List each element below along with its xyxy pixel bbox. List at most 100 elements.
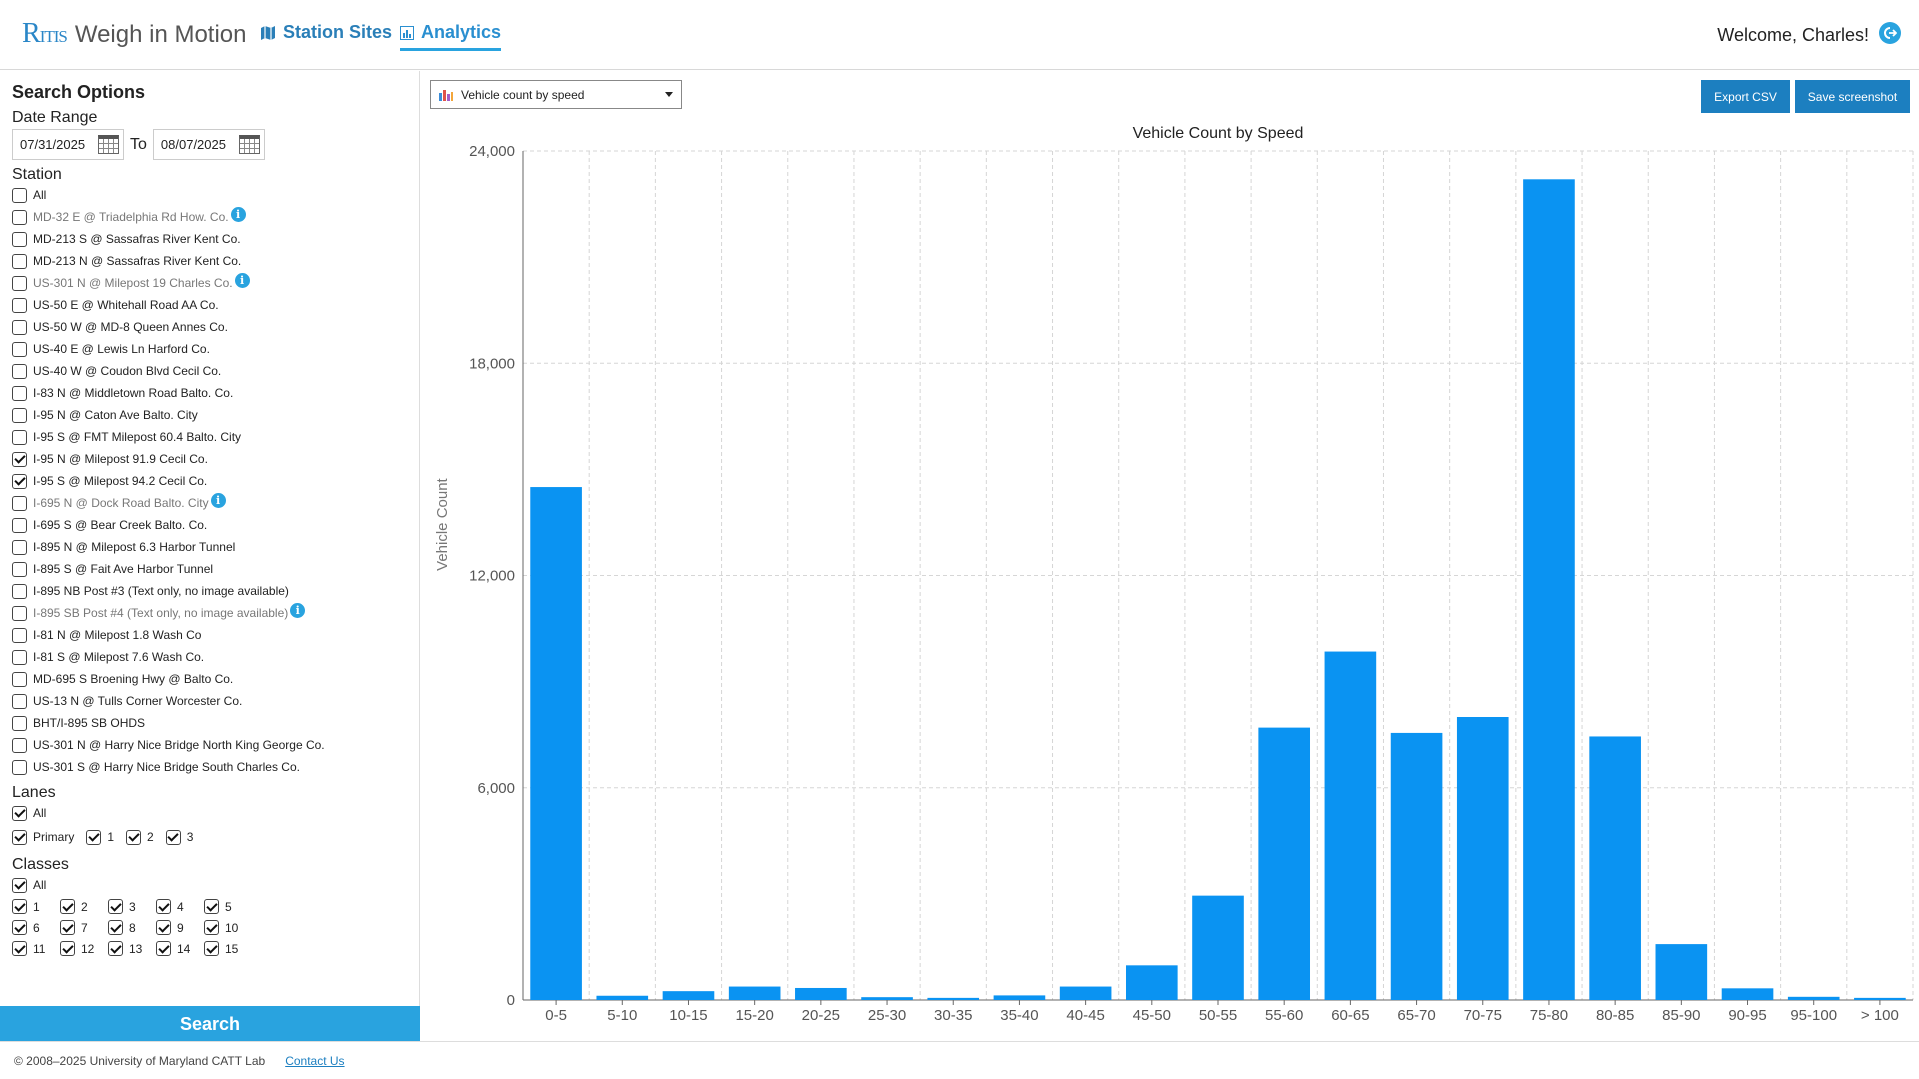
checkbox[interactable] bbox=[204, 920, 219, 935]
checkbox[interactable] bbox=[12, 297, 27, 313]
chart-type-select[interactable]: Vehicle count by speed bbox=[430, 80, 682, 109]
nav-station-sites[interactable]: Station Sites bbox=[260, 22, 392, 48]
ritis-logo[interactable]: RITIS Weigh in Motion bbox=[22, 18, 247, 50]
class-option[interactable]: 7 bbox=[60, 917, 108, 938]
calendar-icon[interactable] bbox=[238, 135, 260, 154]
search-button[interactable]: Search bbox=[0, 1006, 420, 1042]
checkbox[interactable] bbox=[108, 941, 123, 956]
checkbox[interactable] bbox=[12, 899, 27, 914]
export-csv-button[interactable]: Export CSV bbox=[1701, 80, 1790, 113]
checkbox[interactable] bbox=[12, 231, 27, 247]
station-option[interactable]: US-50 W @ MD-8 Queen Annes Co. bbox=[12, 316, 412, 338]
checkbox[interactable] bbox=[86, 829, 102, 845]
class-option[interactable]: 13 bbox=[108, 938, 156, 959]
checkbox[interactable] bbox=[108, 920, 123, 935]
station-option[interactable]: US-50 E @ Whitehall Road AA Co. bbox=[12, 294, 412, 316]
station-option[interactable]: I-95 S @ Milepost 94.2 Cecil Co. bbox=[12, 470, 412, 492]
checkbox[interactable] bbox=[12, 341, 27, 357]
checkbox[interactable] bbox=[12, 829, 27, 845]
checkbox[interactable] bbox=[12, 693, 27, 709]
checkbox[interactable] bbox=[12, 920, 27, 935]
station-option[interactable]: US-301 S @ Harry Nice Bridge South Charl… bbox=[12, 756, 412, 778]
checkbox[interactable] bbox=[60, 920, 75, 935]
checkbox[interactable] bbox=[126, 829, 142, 845]
checkbox[interactable] bbox=[204, 899, 219, 914]
info-icon[interactable]: i bbox=[210, 492, 226, 508]
lane-option[interactable]: 1 bbox=[86, 826, 114, 848]
station-option[interactable]: I-81 N @ Milepost 1.8 Wash Co bbox=[12, 624, 412, 646]
lanes-all-checkbox[interactable]: All bbox=[12, 802, 412, 824]
date-from-input[interactable]: 07/31/2025 bbox=[12, 129, 124, 160]
station-option[interactable]: I-895 NB Post #3 (Text only, no image av… bbox=[12, 580, 412, 602]
checkbox[interactable] bbox=[12, 407, 27, 423]
station-option[interactable]: MD-32 E @ Triadelphia Rd How. Co. i bbox=[12, 206, 412, 228]
station-option[interactable]: I-895 N @ Milepost 6.3 Harbor Tunnel bbox=[12, 536, 412, 558]
station-option[interactable]: I-695 S @ Bear Creek Balto. Co. bbox=[12, 514, 412, 536]
checkbox[interactable] bbox=[165, 829, 181, 845]
checkbox[interactable] bbox=[12, 429, 27, 445]
station-option[interactable]: BHT/I-895 SB OHDS bbox=[12, 712, 412, 734]
nav-analytics[interactable]: Analytics bbox=[400, 22, 502, 51]
class-option[interactable]: 5 bbox=[204, 896, 252, 917]
checkbox[interactable] bbox=[204, 941, 219, 956]
station-option[interactable]: US-40 W @ Coudon Blvd Cecil Co. bbox=[12, 360, 412, 382]
checkbox[interactable] bbox=[156, 899, 171, 914]
class-option[interactable]: 2 bbox=[60, 896, 108, 917]
classes-all-checkbox[interactable]: All bbox=[12, 874, 412, 896]
station-option[interactable]: I-95 S @ FMT Milepost 60.4 Balto. City bbox=[12, 426, 412, 448]
class-option[interactable]: 15 bbox=[204, 938, 252, 959]
checkbox[interactable] bbox=[12, 363, 27, 379]
checkbox[interactable] bbox=[12, 649, 27, 665]
station-option[interactable]: I-895 S @ Fait Ave Harbor Tunnel bbox=[12, 558, 412, 580]
checkbox[interactable] bbox=[108, 899, 123, 914]
save-screenshot-button[interactable]: Save screenshot bbox=[1795, 80, 1910, 113]
station-option[interactable]: I-695 N @ Dock Road Balto. City i bbox=[12, 492, 412, 514]
checkbox[interactable] bbox=[12, 253, 27, 269]
station-option[interactable]: I-83 N @ Middletown Road Balto. Co. bbox=[12, 382, 412, 404]
checkbox[interactable] bbox=[60, 941, 75, 956]
checkbox[interactable] bbox=[12, 385, 27, 401]
checkbox[interactable] bbox=[12, 805, 27, 821]
checkbox[interactable] bbox=[12, 495, 27, 511]
checkbox[interactable] bbox=[12, 517, 27, 533]
checkbox[interactable] bbox=[156, 941, 171, 956]
station-option[interactable]: I-895 SB Post #4 (Text only, no image av… bbox=[12, 602, 412, 624]
checkbox[interactable] bbox=[12, 627, 27, 643]
station-option[interactable]: I-95 N @ Caton Ave Balto. City bbox=[12, 404, 412, 426]
class-option[interactable]: 6 bbox=[12, 917, 60, 938]
class-option[interactable]: 4 bbox=[156, 896, 204, 917]
checkbox[interactable] bbox=[12, 583, 27, 599]
station-option[interactable]: US-301 N @ Milepost 19 Charles Co. i bbox=[12, 272, 412, 294]
info-icon[interactable]: i bbox=[290, 602, 306, 618]
class-option[interactable]: 1 bbox=[12, 896, 60, 917]
station-option[interactable]: US-40 E @ Lewis Ln Harford Co. bbox=[12, 338, 412, 360]
checkbox[interactable] bbox=[12, 209, 27, 225]
checkbox[interactable] bbox=[12, 451, 27, 467]
station-option[interactable]: MD-213 S @ Sassafras River Kent Co. bbox=[12, 228, 412, 250]
checkbox[interactable] bbox=[12, 759, 27, 775]
checkbox[interactable] bbox=[12, 671, 27, 687]
station-option[interactable]: All bbox=[12, 184, 412, 206]
checkbox[interactable] bbox=[12, 715, 27, 731]
class-option[interactable]: 10 bbox=[204, 917, 252, 938]
class-option[interactable]: 11 bbox=[12, 938, 60, 959]
checkbox[interactable] bbox=[12, 561, 27, 577]
checkbox[interactable] bbox=[12, 473, 27, 489]
checkbox[interactable] bbox=[12, 539, 27, 555]
lane-option[interactable]: 2 bbox=[126, 826, 154, 848]
logout-icon[interactable] bbox=[1879, 22, 1901, 44]
checkbox[interactable] bbox=[156, 920, 171, 935]
checkbox[interactable] bbox=[12, 941, 27, 956]
station-option[interactable]: MD-213 N @ Sassafras River Kent Co. bbox=[12, 250, 412, 272]
station-option[interactable]: US-13 N @ Tulls Corner Worcester Co. bbox=[12, 690, 412, 712]
class-option[interactable]: 14 bbox=[156, 938, 204, 959]
checkbox[interactable] bbox=[12, 319, 27, 335]
class-option[interactable]: 9 bbox=[156, 917, 204, 938]
info-icon[interactable]: i bbox=[230, 206, 246, 222]
class-option[interactable]: 12 bbox=[60, 938, 108, 959]
search-options-scroll[interactable]: Search Options Date Range 07/31/2025 To … bbox=[12, 81, 412, 1005]
station-option[interactable]: I-81 S @ Milepost 7.6 Wash Co. bbox=[12, 646, 412, 668]
lane-option[interactable]: Primary bbox=[12, 826, 74, 848]
station-option[interactable]: I-95 N @ Milepost 91.9 Cecil Co. bbox=[12, 448, 412, 470]
info-icon[interactable]: i bbox=[234, 272, 250, 288]
